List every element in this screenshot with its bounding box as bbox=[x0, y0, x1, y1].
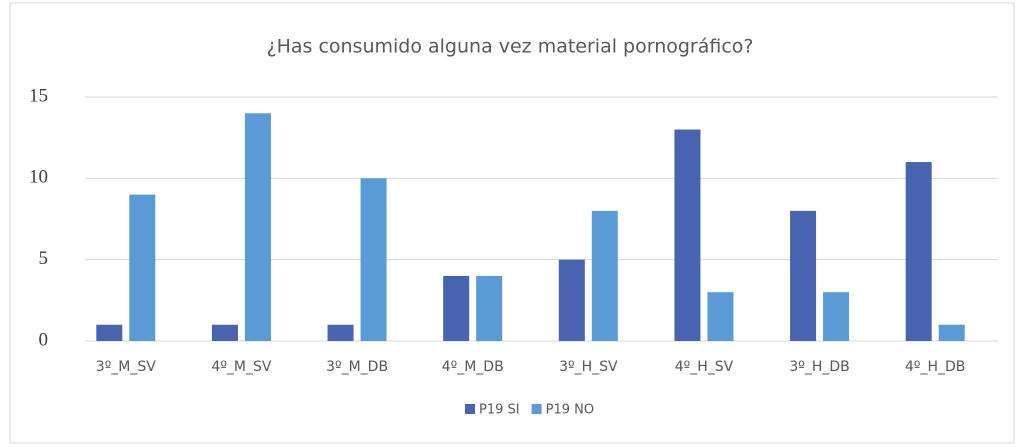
bar bbox=[327, 324, 354, 341]
bar bbox=[443, 275, 470, 341]
x-tick-label: 3º_H_DB bbox=[789, 359, 849, 375]
bar bbox=[360, 178, 387, 341]
bar bbox=[96, 324, 123, 341]
chart-title: ¿Has consumido alguna vez material porno… bbox=[266, 36, 753, 58]
bar bbox=[591, 210, 618, 341]
x-tick-label: 4º_M_DB bbox=[442, 359, 504, 375]
x-tick-label: 3º_M_SV bbox=[96, 359, 156, 375]
legend-swatch bbox=[531, 404, 542, 414]
bar bbox=[211, 324, 238, 341]
bar bbox=[938, 324, 965, 341]
bar bbox=[476, 275, 503, 341]
bar bbox=[558, 259, 585, 341]
bar bbox=[674, 129, 701, 341]
bar bbox=[790, 210, 817, 341]
chart-border bbox=[9, 2, 1015, 444]
x-tick-label: 4º_H_SV bbox=[675, 359, 734, 375]
y-tick-label: 5 bbox=[39, 248, 49, 269]
bar bbox=[244, 113, 271, 342]
y-tick-label: 0 bbox=[39, 329, 49, 350]
bar bbox=[129, 194, 156, 341]
legend-label: P19 SI bbox=[479, 403, 520, 418]
x-tick-label: 3º_M_DB bbox=[326, 359, 388, 375]
x-tick-label: 4º_H_DB bbox=[905, 359, 965, 375]
x-tick-label: 3º_H_SV bbox=[559, 359, 618, 375]
y-tick-label: 10 bbox=[29, 167, 48, 188]
x-tick-label: 4º_M_SV bbox=[211, 359, 271, 375]
legend-label: P19 NO bbox=[546, 403, 594, 418]
y-tick-label: 15 bbox=[29, 85, 48, 106]
legend-swatch bbox=[465, 404, 475, 414]
bar bbox=[707, 292, 734, 341]
bar bbox=[823, 292, 850, 341]
bar bbox=[905, 162, 932, 341]
